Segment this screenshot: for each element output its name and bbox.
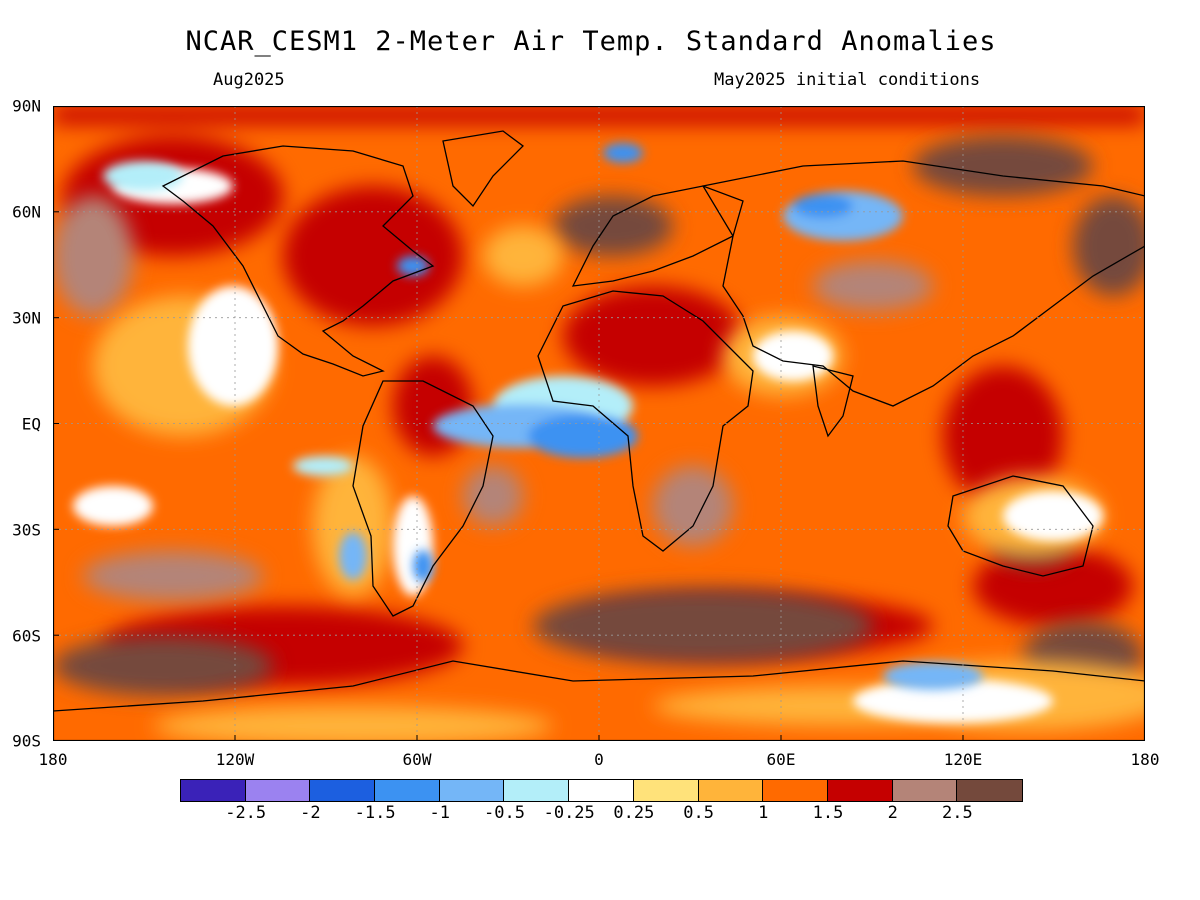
initial-conditions: May2025 initial conditions [714,70,981,90]
lon-label-60w: 60W [402,750,432,769]
colorbar-label: -1.5 [354,803,396,823]
lon-label-60e: 60E [766,750,796,769]
lat-label-30n: 30N [12,308,41,328]
colorbar-label: -2.5 [225,803,267,823]
colorbar-swatch [310,780,376,801]
colorbar-swatch [439,780,505,801]
lon-label-120w: 120W [215,750,255,769]
lat-label-30s: 30S [12,520,41,540]
colorbar [180,779,1023,802]
lat-label-60s: 60S [12,626,41,646]
colorbar-swatch [827,780,893,801]
colorbar-label: -2 [300,803,321,823]
colorbar-label: 1.5 [812,803,844,823]
colorbar-swatch [245,780,311,801]
colorbar-label: 0.5 [683,803,714,823]
lat-label-90s: 90S [12,731,41,751]
colorbar-swatch [763,780,828,801]
lon-label-0: 0 [594,750,604,769]
anomaly-layer-negative [103,143,983,690]
map-title: NCAR_CESM1 2-Meter Air Temp. Standard An… [185,26,997,57]
colorbar-swatch [375,780,440,801]
colorbar-swatch [957,780,1022,801]
colorbar-label: -1 [429,803,451,823]
lat-label-90n: 90N [12,96,41,116]
continent-outlines [53,130,1145,712]
lon-label-120e: 120E [943,750,983,769]
colorbar-swatch [181,780,246,801]
colorbar-label: -0.25 [543,803,595,823]
lon-label-180w: 180 [38,750,68,769]
colorbar-label: 0.25 [613,803,655,823]
colorbar-label: 1 [758,803,769,823]
colorbar-swatch [504,780,570,801]
target-month: Aug2025 [213,70,285,90]
lat-label-eq: EQ [21,414,41,434]
colorbar-label: 2 [887,803,898,823]
colorbar-swatch [892,780,958,801]
colorbar-swatch [698,780,764,801]
anomaly-field [53,106,1145,741]
lon-label-180e: 180 [1130,750,1160,769]
colorbar-swatch [569,780,634,801]
colorbar-label: -0.5 [484,803,525,823]
tick-marks [53,106,964,741]
colorbar-label: 2.5 [942,803,973,823]
anomaly-map [53,106,1145,741]
graticule [53,106,1145,741]
colorbar-swatch [633,780,699,801]
lat-label-60n: 60N [12,202,41,222]
